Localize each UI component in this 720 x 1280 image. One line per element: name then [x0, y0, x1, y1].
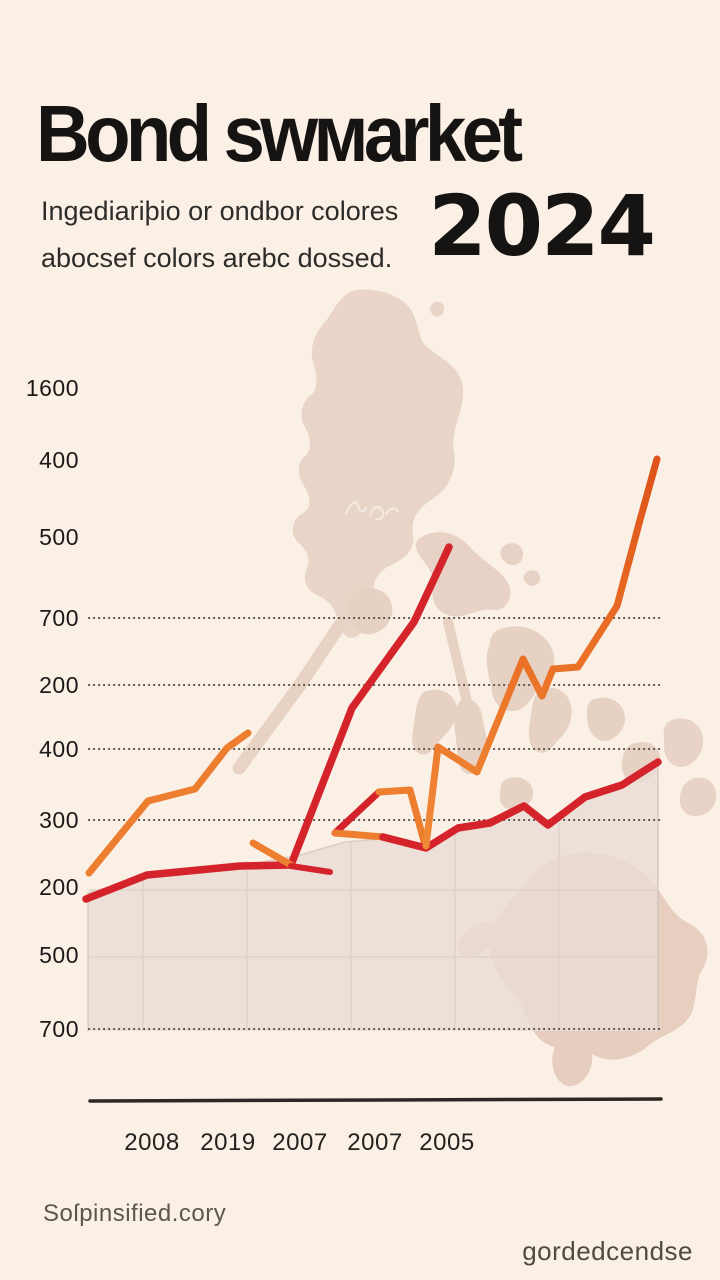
axis-layer: [88, 1097, 663, 1103]
subtitle-line-2: abocsef colors arebc dossed.: [41, 243, 393, 273]
series-orange-left: [85, 729, 252, 877]
x-tick-label: 2005: [419, 1129, 475, 1156]
area-fill-layer: [87, 763, 659, 1031]
footer-source-text: Soſpinsified.cory: [43, 1200, 227, 1227]
series-orange-zigzag: [422, 455, 661, 850]
series-orange-upper: [375, 786, 429, 849]
y-tick-label: 1600: [25, 375, 79, 401]
line-series-layer: [82, 455, 662, 903]
footer-credit-text: gordedcendse: [522, 1236, 693, 1266]
x-tick-label: 2007: [272, 1129, 328, 1156]
map-script-artifact: [345, 501, 399, 521]
subtitle: Ingediariþio or ondbor colores abocsef c…: [41, 188, 398, 282]
y-tick-label: 200: [39, 672, 79, 698]
series-red-flat-stub: [288, 863, 333, 875]
area-fill: [88, 765, 658, 1031]
title-year: 2024: [428, 177, 656, 275]
x-axis-labels: 2008 2019 2007 2007 2005: [0, 1129, 720, 1159]
y-tick-label: 400: [39, 447, 79, 473]
gridline-layer: [88, 617, 661, 1030]
subtitle-line-1: Ingediariþio or ondbor colores: [41, 196, 399, 226]
x-tick-label: 2007: [347, 1129, 403, 1156]
y-tick-label: 700: [39, 1016, 79, 1042]
series-orange-hook: [249, 839, 295, 869]
y-tick-label: 500: [39, 524, 79, 550]
y-tick-label: 500: [39, 942, 79, 968]
x-tick-label: 2019: [200, 1129, 256, 1156]
series-red-lower: [379, 758, 662, 852]
y-tick-label: 200: [39, 874, 79, 900]
y-tick-label: 400: [39, 736, 79, 762]
series-red-spur: [331, 788, 383, 837]
page-title: Bond swᴍarket: [36, 89, 523, 178]
y-tick-label: 300: [39, 807, 79, 833]
series-orange-mid-flat: [331, 829, 387, 841]
y-tick-label: 700: [39, 605, 79, 631]
x-axis-line: [88, 1097, 663, 1103]
x-tick-label: 2008: [124, 1129, 180, 1156]
